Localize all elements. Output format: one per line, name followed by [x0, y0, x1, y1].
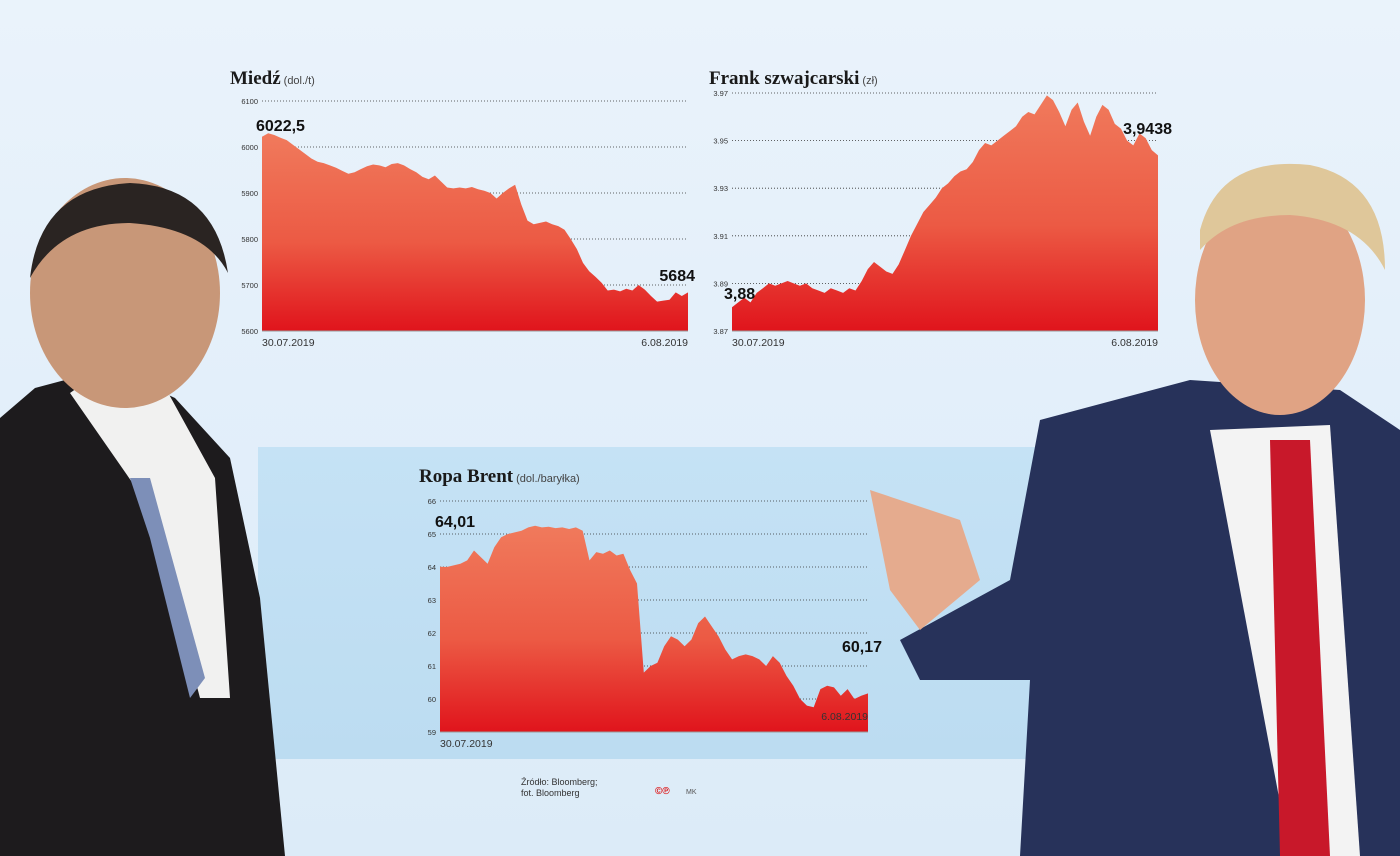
chf-chart: Frank szwajcarski (zł) 3.97 3.95 3.93 3.91 3.…: [706, 68, 1181, 358]
brent-end-value-label: 60,17: [842, 639, 882, 656]
chf-area: [732, 95, 1158, 332]
chf-chart-svg: 3.97 3.95 3.93 3.91 3.89 3.87 30.07.2019 6.08.2…: [713, 89, 1172, 349]
copper-start-value-label: 6022,5: [256, 118, 305, 135]
chf-x-end-label: 6.08.2019: [1111, 337, 1158, 349]
chf-x-start-label: 30.07.2019: [732, 337, 785, 349]
brent-ytick-label: 60: [428, 695, 436, 704]
copper-ytick-label: 5600: [241, 327, 258, 336]
copper-ytick-label: 5900: [241, 189, 258, 198]
copper-ytick-label: 5700: [241, 281, 258, 290]
brent-area: [440, 525, 868, 732]
copper-ytick-label: 6100: [241, 97, 258, 106]
chf-chart-title: Frank szwajcarski (zł): [709, 68, 878, 89]
chf-ytick-label: 3.91: [713, 232, 728, 241]
copper-end-value-label: 5684: [659, 268, 695, 285]
source-note: Źródło: Bloomberg; fot. Bloomberg: [521, 777, 598, 799]
source-line-2: fot. Bloomberg: [521, 788, 580, 798]
brent-ytick-label: 65: [428, 530, 436, 539]
brent-ytick-label: 63: [428, 596, 436, 605]
copper-ytick-label: 6000: [241, 143, 258, 152]
chf-end-value-label: 3,9438: [1123, 121, 1172, 138]
chf-ytick-label: 3.87: [713, 327, 728, 336]
brent-chart-unit: (dol./baryłka): [516, 473, 580, 485]
chf-chart-unit: (zł): [862, 75, 878, 87]
brent-ytick-label: 61: [428, 662, 436, 671]
copper-chart-unit: (dol./t): [283, 75, 315, 87]
copper-chart-title: Miedź (dol./t): [230, 68, 315, 89]
copper-chart: Miedź (dol./t) 6100 6000 5900 5800 5700 5600 30…: [230, 68, 700, 358]
source-line-1: Źródło: Bloomberg;: [521, 777, 598, 787]
chf-ytick-label: 3.95: [713, 137, 728, 146]
chf-ytick-label: 3.93: [713, 184, 728, 193]
person-photo-left: [0, 178, 285, 856]
chf-ytick-label: 3.89: [713, 279, 728, 288]
author-initials: MK: [686, 789, 697, 796]
brent-x-end-label: 6.08.2019: [821, 711, 868, 723]
copper-x-start-label: 30.07.2019: [262, 337, 315, 349]
brent-x-start-label: 30.07.2019: [440, 738, 493, 750]
brent-chart-title: Ropa Brent (dol./baryłka): [419, 466, 580, 487]
copper-area: [262, 133, 688, 331]
chf-start-value-label: 3,88: [724, 286, 755, 303]
publisher-logo: ©℗: [655, 786, 670, 797]
brent-ytick-label: 59: [428, 728, 436, 737]
brent-chart: Ropa Brent (dol./baryłka) 66 65 64 63 62 61 60 5…: [418, 466, 888, 756]
brent-start-value-label: 64,01: [435, 514, 475, 531]
person-photo-right: [870, 163, 1400, 856]
brent-ytick-label: 62: [428, 629, 436, 638]
copper-x-end-label: 6.08.2019: [641, 337, 688, 349]
brent-chart-svg: 66 65 64 63 62 61 60 59 30.07.2019 6.08.2019 64,01…: [428, 497, 882, 750]
brent-ytick-label: 66: [428, 497, 436, 506]
chf-ytick-label: 3.97: [713, 89, 728, 98]
brent-ytick-label: 64: [428, 563, 436, 572]
copper-chart-svg: 6100 6000 5900 5800 5700 5600 30.07.2019 6.08.2…: [241, 97, 695, 349]
copper-ytick-label: 5800: [241, 235, 258, 244]
